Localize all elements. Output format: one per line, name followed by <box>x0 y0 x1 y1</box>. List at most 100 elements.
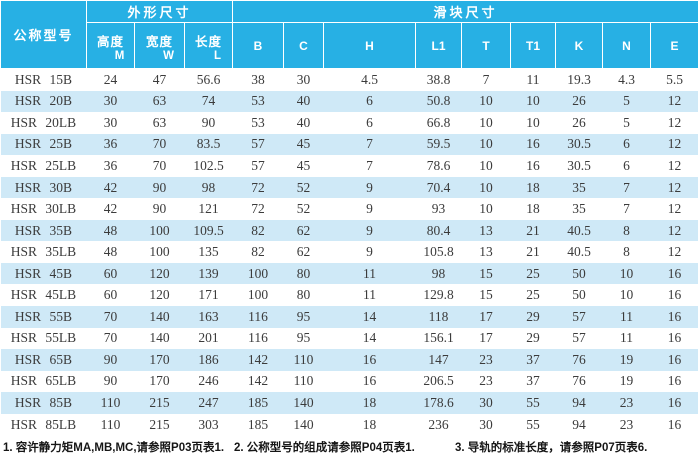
value-cell: 16 <box>667 330 682 346</box>
table-row: HSR 35LB 48 100 135 82 62 9 105.8 13 21 40.5 8 12 <box>0 241 698 263</box>
value-cell: 98 <box>201 179 216 195</box>
value-cell: 4.3 <box>618 71 635 87</box>
value-cell: 100 <box>149 244 170 260</box>
value-cell: 37 <box>526 351 540 367</box>
value-cell: 35 <box>572 201 586 217</box>
value-cell: 76 <box>572 351 586 367</box>
value-cell: 142 <box>247 351 269 367</box>
value-cell: 140 <box>293 416 314 432</box>
model-cell: HSR 30B <box>14 179 73 195</box>
value-cell: 70 <box>152 157 167 173</box>
value-cell: 42 <box>103 179 118 195</box>
value-cell: 10 <box>479 114 493 130</box>
value-cell: 246 <box>198 373 219 389</box>
value-cell: 36 <box>103 157 118 173</box>
value-cell: 66.8 <box>426 114 451 130</box>
value-cell: 12 <box>667 179 682 195</box>
value-cell: 70 <box>103 308 118 324</box>
value-cell: 76 <box>572 373 586 389</box>
value-cell: 47 <box>152 71 167 87</box>
value-cell: 12 <box>667 114 682 130</box>
value-cell: 170 <box>149 373 170 389</box>
column-header-N: N <box>602 22 651 69</box>
value-cell: 40.5 <box>567 222 591 238</box>
value-cell: 93 <box>431 201 446 217</box>
value-cell: 18 <box>362 416 377 432</box>
value-cell: 63 <box>152 93 167 109</box>
model-cell: HSR 65B <box>14 351 73 367</box>
value-cell: 15 <box>479 265 493 281</box>
column-header-letter: L <box>213 49 222 62</box>
value-cell: 35 <box>572 179 586 195</box>
value-cell: 72 <box>251 201 265 217</box>
value-cell: 7 <box>482 71 490 87</box>
value-cell: 12 <box>667 222 682 238</box>
value-cell: 80.4 <box>426 222 451 238</box>
value-cell: 50 <box>572 287 586 303</box>
value-cell: 6 <box>623 136 630 152</box>
model-cell: HSR 15B <box>14 71 73 87</box>
value-cell: 102.5 <box>193 157 224 173</box>
value-cell: 78.6 <box>426 157 451 173</box>
value-cell: 18 <box>362 394 377 410</box>
value-cell: 38.8 <box>426 71 451 87</box>
value-cell: 6 <box>366 114 373 130</box>
value-cell: 24 <box>103 71 118 87</box>
table-row: HSR 85B 110 215 247 185 140 18 178.6 30 55 94 23 16 <box>0 392 698 414</box>
value-cell: 30.5 <box>567 136 591 152</box>
value-cell: 48 <box>103 222 118 238</box>
value-cell: 50 <box>572 265 586 281</box>
column-group-slider-dimensions: 滑块尺寸 <box>231 0 698 23</box>
value-cell: 60 <box>103 265 118 281</box>
value-cell: 30 <box>479 394 493 410</box>
table-row: HSR 30B 42 90 98 72 52 9 70.4 10 18 35 7 12 <box>0 176 698 199</box>
value-cell: 57 <box>251 136 265 152</box>
model-cell: HSR 85B <box>14 394 73 410</box>
value-cell: 6 <box>366 93 373 109</box>
value-cell: 6 <box>623 157 630 173</box>
model-cell: HSR 30LB <box>10 201 77 217</box>
value-cell: 80 <box>296 265 311 281</box>
value-cell: 70 <box>152 136 167 152</box>
value-cell: 19.3 <box>567 71 591 87</box>
table-row: HSR 20LB 30 63 90 53 40 6 66.8 10 10 26 5 12 <box>0 112 698 134</box>
value-cell: 13 <box>479 222 493 238</box>
value-cell: 70.4 <box>426 179 451 195</box>
model-cell: HSR 65LB <box>10 373 77 389</box>
value-cell: 110 <box>100 394 121 410</box>
value-cell: 118 <box>428 308 449 324</box>
value-cell: 9 <box>366 179 373 195</box>
value-cell: 70 <box>103 330 118 346</box>
value-cell: 7 <box>623 179 630 195</box>
value-cell: 16 <box>667 373 682 389</box>
value-cell: 170 <box>149 351 170 367</box>
value-cell: 45 <box>296 136 311 152</box>
column-header-letter: M <box>114 49 125 62</box>
value-cell: 16 <box>362 351 377 367</box>
value-cell: 90 <box>103 373 118 389</box>
value-cell: 16 <box>667 287 682 303</box>
column-header-label: 长度 <box>194 34 222 49</box>
value-cell: 82 <box>251 244 265 260</box>
value-cell: 90 <box>152 201 167 217</box>
column-header-length-L: 长度 L <box>184 22 233 69</box>
value-cell: 11 <box>526 71 540 87</box>
value-cell: 21 <box>526 244 540 260</box>
value-cell: 16 <box>362 373 377 389</box>
value-cell: 105.8 <box>423 244 454 260</box>
value-cell: 139 <box>198 265 219 281</box>
value-cell: 18 <box>526 201 540 217</box>
value-cell: 19 <box>619 373 634 389</box>
value-cell: 40.5 <box>567 244 591 260</box>
value-cell: 236 <box>428 416 449 432</box>
value-cell: 30 <box>479 416 493 432</box>
value-cell: 135 <box>198 244 219 260</box>
value-cell: 12 <box>667 93 682 109</box>
column-header-C: C <box>283 22 324 69</box>
value-cell: 29 <box>526 330 540 346</box>
value-cell: 185 <box>247 394 269 410</box>
value-cell: 16 <box>667 351 682 367</box>
value-cell: 23 <box>619 416 634 432</box>
value-cell: 142 <box>247 373 269 389</box>
